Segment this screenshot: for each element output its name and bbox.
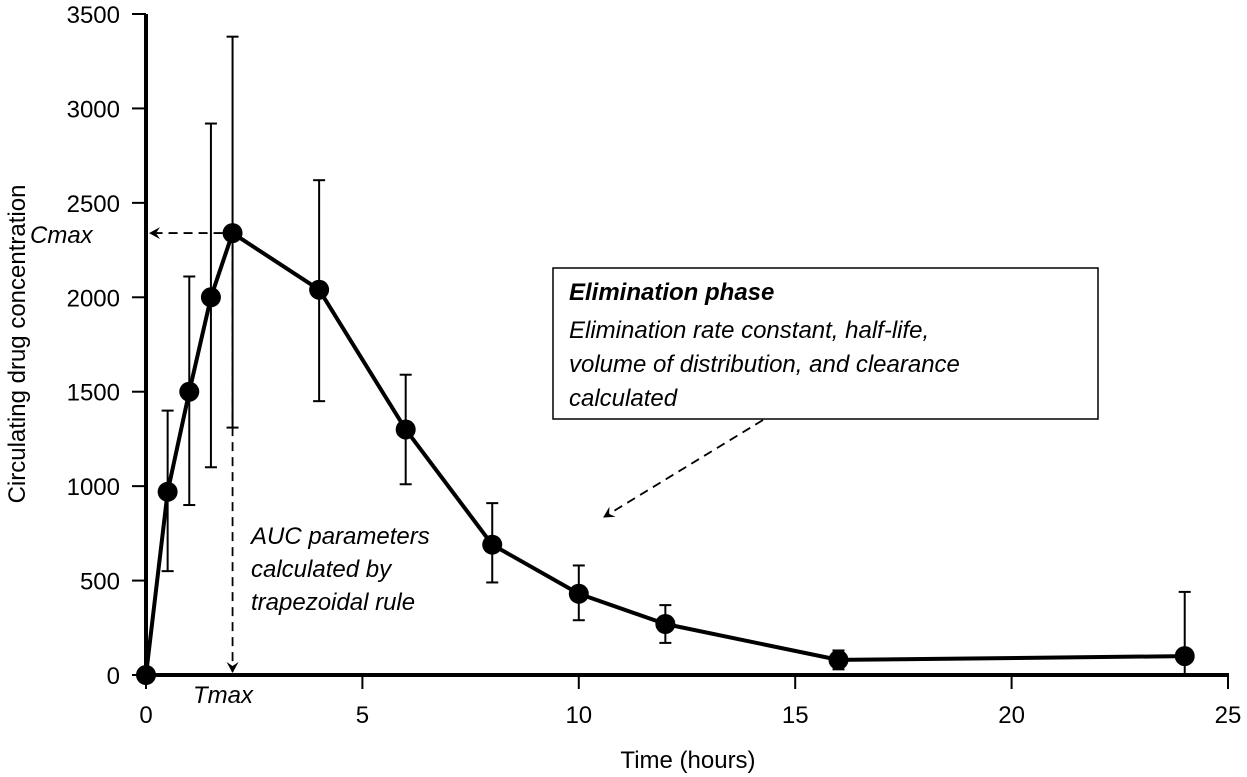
y-tick-label: 500 <box>80 569 120 596</box>
data-point <box>1174 646 1195 667</box>
tmax-label: Tmax <box>193 682 254 709</box>
y-tick-label: 1500 <box>67 380 120 407</box>
elimination-arrow <box>603 419 764 518</box>
data-point <box>568 583 589 604</box>
x-tick-label: 15 <box>782 702 809 729</box>
y-tick-label: 3000 <box>67 96 120 123</box>
data-point <box>395 419 416 440</box>
x-tick-label: 5 <box>356 702 369 729</box>
y-axis-title: Circulating drug concentration <box>4 185 31 504</box>
data-point <box>309 279 330 300</box>
elimination-title: Elimination phase <box>569 279 774 306</box>
data-series <box>136 223 1195 685</box>
y-tick-label: 2500 <box>67 191 120 218</box>
data-point <box>828 649 849 670</box>
auc-annotation-line-1: AUC parameters <box>249 523 430 550</box>
y-tick-label: 2000 <box>67 285 120 312</box>
data-point <box>179 381 200 402</box>
elimination-line-3: calculated <box>569 385 678 412</box>
auc-annotation-line-3: trapezoidal rule <box>251 589 415 616</box>
x-tick-label: 25 <box>1215 702 1242 729</box>
data-point <box>200 287 221 308</box>
y-tick-label: 3500 <box>67 2 120 29</box>
annotation-arrows <box>149 227 764 673</box>
elimination-box <box>552 267 1099 420</box>
y-tick-label: 0 <box>107 663 120 690</box>
y-tick-label: 1000 <box>67 474 120 501</box>
x-axis-title: Time (hours) <box>620 747 755 774</box>
x-tick-label: 10 <box>565 702 592 729</box>
elimination-line-1: Elimination rate constant, half-life, <box>569 317 929 344</box>
data-point <box>157 481 178 502</box>
x-tick-label: 0 <box>139 702 152 729</box>
elimination-line-2: volume of distribution, and clearance <box>569 351 960 378</box>
data-point <box>222 223 243 244</box>
data-point <box>655 614 676 635</box>
data-point <box>136 665 156 685</box>
x-tick-label: 20 <box>998 702 1025 729</box>
auc-annotation-line-2: calculated by <box>251 556 393 583</box>
data-point <box>482 534 503 555</box>
axes: 0 500 1000 1500 2000 2500 3000 3500 0 5 10 15 20 25 <box>67 2 1242 729</box>
cmax-label: Cmax <box>30 222 94 249</box>
concentration-line <box>144 231 1185 676</box>
